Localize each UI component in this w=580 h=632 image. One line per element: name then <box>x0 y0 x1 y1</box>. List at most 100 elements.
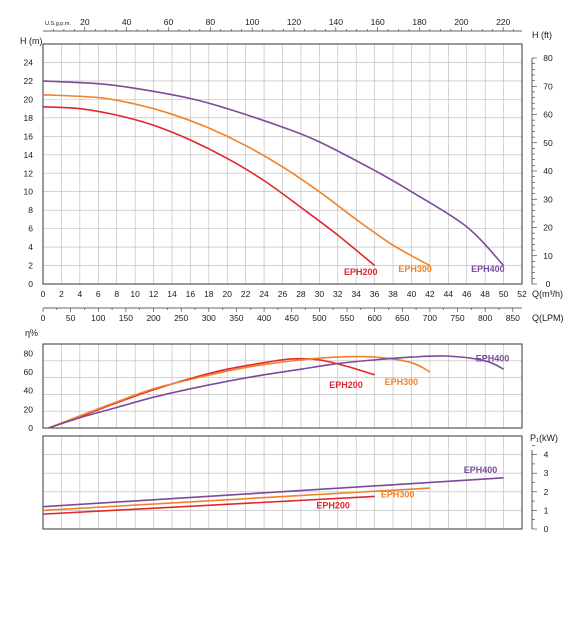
m3h-tick-label: 50 <box>499 289 509 299</box>
lpm-tick-label: 550 <box>340 313 354 323</box>
m3h-tick-label: 24 <box>259 289 269 299</box>
head-y-tick-label: 0 <box>28 279 33 289</box>
head-label-eph400: EPH400 <box>471 264 505 274</box>
m3h-tick-label: 20 <box>222 289 232 299</box>
head-label-eph200: EPH200 <box>344 267 378 277</box>
m3h-tick-label: 18 <box>204 289 214 299</box>
lpm-tick-label: 800 <box>478 313 492 323</box>
kw-tick-label: 4 <box>544 450 549 460</box>
kw-tick-label: 1 <box>544 505 549 515</box>
eff-series-eph300 <box>48 355 431 429</box>
kw-tick-label: 2 <box>544 487 549 497</box>
gpm-tick-label: 120 <box>287 17 301 27</box>
head-y-tick-label: 14 <box>24 150 34 160</box>
eff-y-tick-label: 40 <box>24 386 34 396</box>
lpm-tick-label: 850 <box>506 313 520 323</box>
eff-series-eph200 <box>48 357 375 429</box>
pow-label-eph300: EPH300 <box>381 489 415 499</box>
m3h-tick-label: 22 <box>241 289 251 299</box>
gpm-tick-label: 140 <box>329 17 343 27</box>
gpm-tick-label: 20 <box>80 17 90 27</box>
m3h-tick-label: 26 <box>278 289 288 299</box>
ft-tick-label: 80 <box>543 53 553 63</box>
head-label-eph300: EPH300 <box>398 264 432 274</box>
lpm-tick-label: 650 <box>395 313 409 323</box>
m3h-axis-label: Q(m³/h) <box>532 289 563 299</box>
pow-series-eph400 <box>42 477 504 508</box>
head-y-tick-label: 18 <box>24 113 34 123</box>
m3h-tick-label: 34 <box>351 289 361 299</box>
m3h-tick-label: 12 <box>149 289 159 299</box>
m3h-tick-label: 10 <box>130 289 140 299</box>
m3h-tick-label: 30 <box>315 289 325 299</box>
m3h-tick-label: 46 <box>462 289 472 299</box>
ft-tick-label: 40 <box>543 166 553 176</box>
head-y-tick-label: 20 <box>24 94 34 104</box>
m3h-tick-label: 40 <box>407 289 417 299</box>
lpm-tick-label: 300 <box>202 313 216 323</box>
eff-series-eph400 <box>48 355 504 429</box>
kw-tick-label: 3 <box>544 468 549 478</box>
eff-y-tick-label: 60 <box>24 367 34 377</box>
ft-axis-label: H (ft) <box>532 30 552 40</box>
m3h-tick-label: 38 <box>388 289 398 299</box>
pow-series-eph300 <box>42 487 430 512</box>
head-y-tick-label: 8 <box>28 205 33 215</box>
m3h-tick-label: 52 <box>517 289 527 299</box>
head-y-tick-label: 22 <box>24 76 34 86</box>
pow-frame <box>42 435 523 530</box>
lpm-tick-label: 500 <box>312 313 326 323</box>
head-y-tick-label: 6 <box>28 224 33 234</box>
gpm-tick-label: 200 <box>454 17 468 27</box>
pow-label-eph200: EPH200 <box>316 501 350 511</box>
head-series-eph200 <box>42 106 376 267</box>
gpm-tick-label: 220 <box>496 17 510 27</box>
lpm-tick-label: 750 <box>450 313 464 323</box>
eff-y-axis-label: η% <box>25 328 38 338</box>
m3h-tick-label: 36 <box>370 289 380 299</box>
m3h-tick-label: 28 <box>296 289 306 299</box>
eff-frame <box>42 343 523 429</box>
gpm-tick-label: 40 <box>122 17 132 27</box>
eff-y-tick-label: 0 <box>28 423 33 433</box>
kw-axis-label: P₁(kW) <box>530 433 558 443</box>
pow-label-eph400: EPH400 <box>464 465 498 475</box>
head-frame <box>42 43 523 285</box>
eff-label-eph400: EPH400 <box>476 354 510 364</box>
ft-tick-label: 60 <box>543 110 553 120</box>
head-series-eph300 <box>42 94 431 267</box>
head-y-tick-label: 24 <box>24 58 34 68</box>
gpm-tick-label: 80 <box>206 17 216 27</box>
m3h-tick-label: 14 <box>167 289 177 299</box>
lpm-tick-label: 50 <box>66 313 76 323</box>
m3h-tick-label: 8 <box>114 289 119 299</box>
eff-label-eph200: EPH200 <box>329 380 363 390</box>
m3h-tick-label: 0 <box>41 289 46 299</box>
gpm-tick-label: 100 <box>245 17 259 27</box>
m3h-tick-label: 32 <box>333 289 343 299</box>
m3h-tick-label: 4 <box>77 289 82 299</box>
m3h-tick-label: 2 <box>59 289 64 299</box>
ft-tick-label: 0 <box>546 279 551 289</box>
ft-tick-label: 20 <box>543 223 553 233</box>
gpm-axis-label: U.S.g.p.m. <box>45 21 71 27</box>
gpm-tick-label: 180 <box>412 17 426 27</box>
m3h-tick-label: 6 <box>96 289 101 299</box>
lpm-tick-label: 450 <box>285 313 299 323</box>
gpm-tick-label: 160 <box>371 17 385 27</box>
ft-tick-label: 10 <box>543 251 553 261</box>
lpm-tick-label: 0 <box>41 313 46 323</box>
ft-tick-label: 30 <box>543 194 553 204</box>
m3h-tick-label: 16 <box>186 289 196 299</box>
eff-y-tick-label: 80 <box>24 348 34 358</box>
head-y-axis-label: H (m) <box>20 36 43 46</box>
eff-label-eph300: EPH300 <box>385 377 419 387</box>
pow-series-eph200 <box>42 495 375 515</box>
head-series-eph400 <box>42 80 505 267</box>
lpm-tick-label: 400 <box>257 313 271 323</box>
lpm-tick-label: 350 <box>229 313 243 323</box>
lpm-tick-label: 250 <box>174 313 188 323</box>
head-y-tick-label: 2 <box>28 261 33 271</box>
m3h-tick-label: 42 <box>425 289 435 299</box>
